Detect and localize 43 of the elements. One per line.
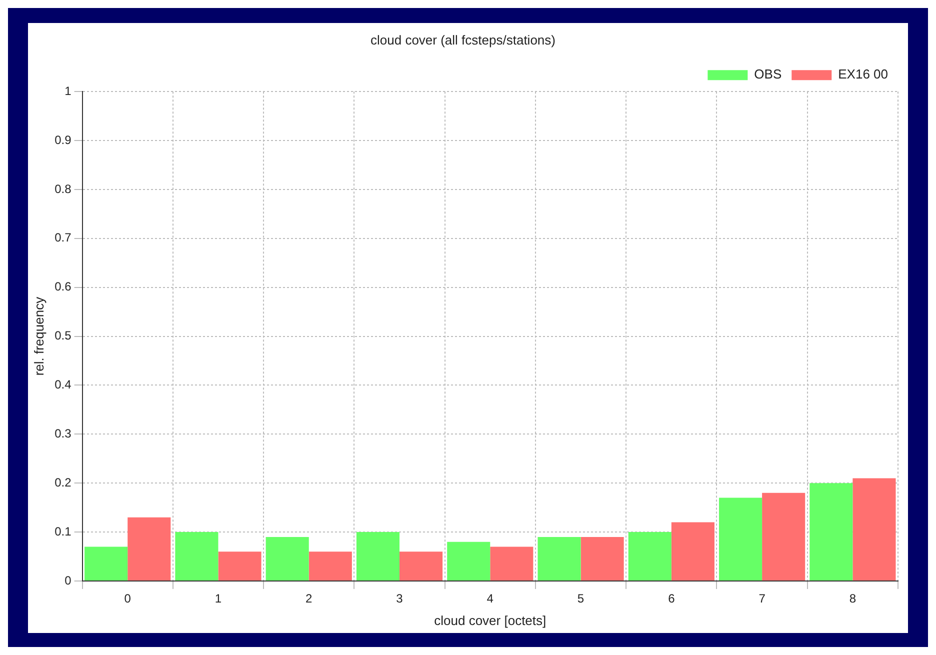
bar <box>447 541 490 580</box>
bar <box>671 522 714 580</box>
y-tick-label: 0 <box>64 572 72 587</box>
chart-title: cloud cover (all fcsteps/stations) <box>370 32 556 47</box>
y-tick-label: 0.4 <box>54 377 72 392</box>
x-tick-label: 6 <box>668 591 676 606</box>
bar <box>810 482 853 580</box>
y-tick-label: 0.3 <box>54 426 72 440</box>
bar <box>538 536 581 580</box>
x-tick-label: 0 <box>124 591 132 606</box>
y-tick-label: 0.9 <box>54 132 72 146</box>
y-tick-label: 0.7 <box>54 230 72 244</box>
bar <box>84 546 128 580</box>
bar <box>718 497 762 580</box>
y-tick-label: 0.1 <box>54 524 72 538</box>
bar <box>628 532 672 580</box>
bar <box>218 551 262 580</box>
bar <box>128 516 171 580</box>
y-tick-label: 0.8 <box>54 181 72 196</box>
legend-label: OBS <box>754 66 782 82</box>
x-tick-label: 3 <box>396 591 404 606</box>
x-axis-title: cloud cover [octets] <box>434 612 546 628</box>
bar <box>308 551 352 580</box>
x-tick-label: 8 <box>849 591 856 606</box>
bar <box>266 536 309 580</box>
bar <box>762 492 806 580</box>
x-tick-label: 4 <box>486 591 494 606</box>
legend-label: EX16 00 <box>838 66 888 82</box>
x-tick-label: 1 <box>214 591 222 606</box>
bar <box>490 546 534 580</box>
y-tick-label: 0.5 <box>54 328 72 342</box>
y-tick-label: 0.2 <box>54 474 72 489</box>
x-tick-label: 5 <box>577 591 584 606</box>
bar <box>356 532 400 580</box>
bar <box>852 478 896 580</box>
y-tick-label: 1 <box>64 83 72 98</box>
y-axis-title: rel. frequency <box>31 296 46 376</box>
x-tick-label: 2 <box>306 591 313 606</box>
bar <box>175 532 218 580</box>
bar <box>580 536 624 580</box>
y-tick-label: 0.6 <box>54 279 72 294</box>
x-tick-label: 7 <box>758 591 766 606</box>
bar <box>400 551 443 580</box>
